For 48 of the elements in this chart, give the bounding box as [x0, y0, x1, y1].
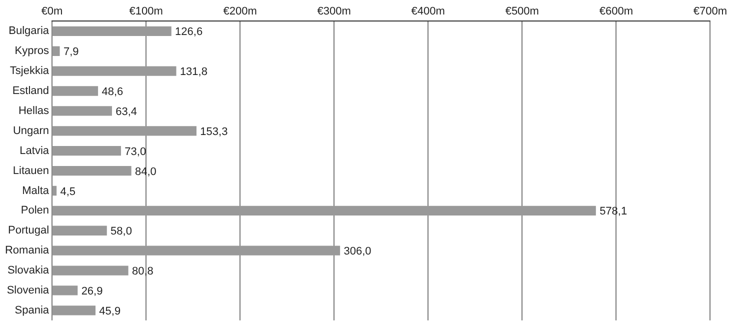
- y-tick-label: Kypros: [14, 45, 50, 58]
- y-tick-label: Spania: [14, 304, 50, 316]
- y-tick-label: Latvia: [20, 144, 50, 157]
- bar: [52, 106, 112, 116]
- data-label: 26,9: [81, 286, 103, 298]
- x-tick-label: €200m: [223, 6, 257, 18]
- x-tick-label: €500m: [505, 6, 539, 18]
- y-tick-label: Polen: [20, 204, 50, 217]
- data-label: 4,5: [60, 186, 76, 198]
- x-tick-label: €400m: [411, 6, 445, 18]
- y-tick-label: Litauen: [12, 164, 50, 177]
- bar: [52, 46, 60, 56]
- y-tick-label: Slovenia: [6, 284, 50, 297]
- bar: [52, 26, 172, 36]
- bar: [52, 66, 176, 76]
- data-label: 63,4: [116, 106, 138, 118]
- bar: [52, 126, 196, 136]
- x-tick-label: €0m: [41, 6, 63, 18]
- bar: [52, 206, 596, 216]
- y-tick-label: Slovakia: [7, 264, 50, 277]
- y-tick-label: Portugal: [8, 224, 50, 237]
- data-label: 58,0: [110, 226, 132, 238]
- data-label: 48,6: [102, 86, 124, 98]
- bar: [52, 166, 132, 176]
- bar: [52, 226, 107, 236]
- x-tick-label: €100m: [129, 6, 163, 18]
- bar: [52, 246, 340, 256]
- x-tick-label: €600m: [599, 6, 633, 18]
- data-label: 131,8: [180, 66, 208, 78]
- bar: [52, 86, 98, 96]
- x-tick-label: €700m: [693, 6, 728, 18]
- y-tick-label: Tsjekkia: [10, 65, 50, 78]
- data-label: 45,9: [99, 305, 121, 318]
- data-label: 7,9: [63, 46, 79, 58]
- y-tick-label: Romania: [4, 244, 50, 257]
- data-label: 126,6: [175, 26, 203, 38]
- y-tick-label: Estland: [12, 85, 50, 98]
- data-label: 306,0: [344, 246, 372, 258]
- data-label: 153,3: [200, 126, 228, 138]
- bar: [52, 146, 121, 156]
- bar: [52, 266, 128, 276]
- bar: [52, 306, 96, 316]
- y-tick-label: Malta: [22, 184, 50, 197]
- y-tick-label: Ungarn: [12, 124, 50, 137]
- y-tick-label: Bulgaria: [8, 25, 50, 38]
- x-tick-label: €300m: [317, 6, 351, 18]
- y-tick-label: Hellas: [18, 104, 50, 117]
- bar: [52, 286, 78, 296]
